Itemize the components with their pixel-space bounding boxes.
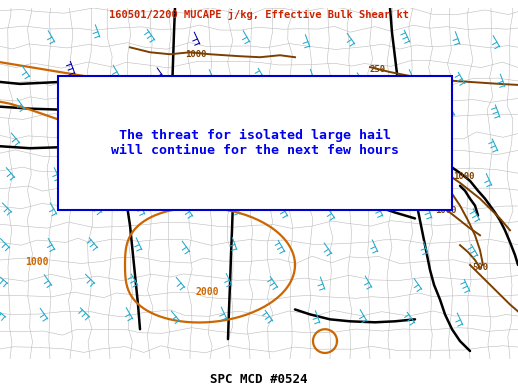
Text: The threat for isolated large hail
will continue for the next few hours: The threat for isolated large hail will … [111, 129, 399, 157]
Text: 500: 500 [472, 263, 488, 272]
Text: 500: 500 [60, 188, 78, 198]
Text: 1000: 1000 [430, 159, 452, 168]
Text: 1000: 1000 [435, 206, 456, 215]
Text: 1000: 1000 [453, 172, 474, 181]
Text: 1000: 1000 [185, 50, 207, 59]
Text: 250: 250 [370, 65, 386, 74]
Text: SPC MCD #0524: SPC MCD #0524 [210, 373, 308, 386]
Text: 160501/2200 MUCAPE j/kg, Effective Bulk Shear kt: 160501/2200 MUCAPE j/kg, Effective Bulk … [109, 9, 409, 19]
Text: 2000: 2000 [195, 287, 219, 296]
Text: 1000: 1000 [25, 257, 49, 267]
